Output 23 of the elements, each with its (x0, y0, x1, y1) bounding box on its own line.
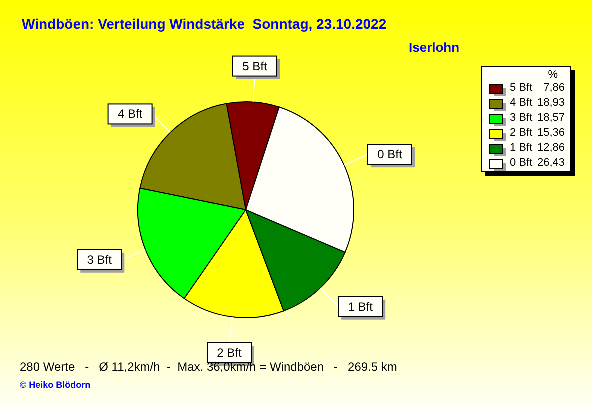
legend-label: 5 Bft (510, 82, 533, 94)
text: 280 Werte - Ø 11,2km/h - Max. 36,0km/h = Windböen - 269.5 km (20, 360, 398, 374)
data-label: 26,43 (537, 157, 565, 169)
legend-label: 3 Bft (510, 112, 533, 124)
slice-label: 0 Bft (378, 148, 404, 162)
slice-label: 2 Bft (217, 346, 242, 360)
legend-label: 4 Bft (510, 97, 533, 109)
legend-title: % (548, 69, 558, 81)
text: © Heiko Blödorn (20, 380, 91, 390)
data-label: 7,86 (544, 82, 565, 94)
chart-title: Windböen: Verteilung Windstärke Sonntag, 23.10.2022 (22, 16, 387, 32)
chart-subtitle: Iserlohn (409, 40, 460, 55)
legend-label: 0 Bft (510, 157, 533, 169)
data-label: 18,93 (537, 97, 565, 109)
slice-label: 5 Bft (242, 59, 268, 74)
data-label: 15,36 (537, 127, 565, 139)
slice-label: 1 Bft (348, 300, 374, 314)
data-label: 18,57 (537, 112, 565, 124)
data-label: 12,86 (537, 142, 565, 154)
slice-label: 4 Bft (118, 107, 144, 122)
legend-label: 1 Bft (510, 142, 533, 154)
legend-label: 2 Bft (510, 127, 533, 139)
slice-label: 3 Bft (87, 252, 113, 267)
